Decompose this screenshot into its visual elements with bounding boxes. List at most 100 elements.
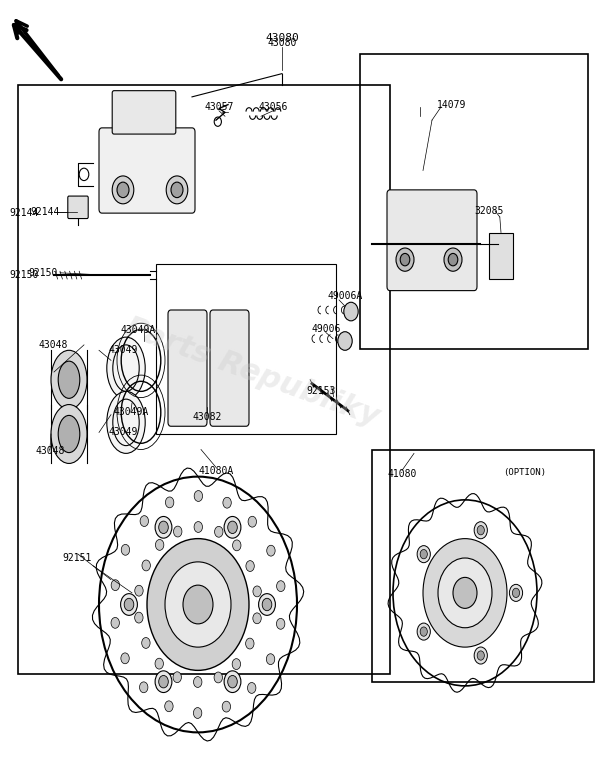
Text: 43048: 43048 [38,340,67,350]
Circle shape [396,248,414,271]
Ellipse shape [227,676,238,688]
Ellipse shape [509,584,523,601]
Ellipse shape [420,627,427,636]
Circle shape [253,613,261,624]
Bar [360,54,588,349]
Text: 43057: 43057 [205,102,233,112]
Circle shape [444,248,462,271]
Ellipse shape [262,598,272,611]
Text: 43080: 43080 [265,33,299,43]
Ellipse shape [155,671,172,693]
Ellipse shape [107,337,145,399]
Ellipse shape [58,361,80,398]
Text: 43056: 43056 [259,102,287,112]
Circle shape [173,526,182,537]
Circle shape [448,253,458,266]
Text: 92144: 92144 [31,208,59,217]
Text: 92150: 92150 [10,270,39,280]
FancyBboxPatch shape [210,310,249,426]
Ellipse shape [51,405,87,463]
Circle shape [232,659,241,670]
Text: 92144: 92144 [10,208,39,218]
Circle shape [277,618,285,629]
FancyBboxPatch shape [168,310,207,426]
Circle shape [171,182,183,198]
Circle shape [438,558,492,628]
Circle shape [134,612,143,623]
Circle shape [166,497,174,508]
Bar [156,264,336,434]
Text: 49006A: 49006A [328,291,362,301]
Ellipse shape [417,546,430,563]
Circle shape [267,546,275,556]
Circle shape [248,516,256,527]
Ellipse shape [121,594,137,615]
Circle shape [215,526,223,537]
FancyBboxPatch shape [99,128,195,213]
Ellipse shape [477,525,484,535]
Text: 41080A: 41080A [199,467,233,476]
Ellipse shape [228,521,238,533]
Ellipse shape [224,671,241,693]
Text: 14079: 14079 [437,100,466,109]
Ellipse shape [58,415,80,453]
Circle shape [194,677,202,687]
Ellipse shape [512,588,520,598]
Text: 92153: 92153 [307,387,335,396]
Ellipse shape [155,516,172,538]
Circle shape [223,498,231,508]
Circle shape [277,580,285,591]
Ellipse shape [124,598,134,611]
Circle shape [400,253,410,266]
Text: 92150: 92150 [29,268,58,277]
Circle shape [453,577,477,608]
Circle shape [233,540,241,551]
Ellipse shape [107,391,145,453]
Circle shape [111,580,119,591]
Text: 41080: 41080 [388,470,416,479]
Circle shape [142,638,150,649]
Text: 43049A: 43049A [113,408,148,417]
Text: 43082: 43082 [193,412,221,422]
Circle shape [165,701,173,711]
Circle shape [344,302,358,321]
Ellipse shape [420,549,427,559]
Text: 43080: 43080 [268,38,296,47]
Text: (OPTION): (OPTION) [503,468,547,477]
Ellipse shape [417,623,430,640]
Circle shape [112,176,134,204]
Circle shape [140,515,148,526]
FancyBboxPatch shape [387,190,477,291]
Bar [489,232,513,279]
Text: 43048: 43048 [35,446,64,456]
Circle shape [194,522,202,532]
Circle shape [173,672,181,683]
Bar [372,449,594,682]
Circle shape [194,491,203,501]
Circle shape [121,544,130,555]
Ellipse shape [158,676,168,688]
Bar [18,85,390,674]
Ellipse shape [224,516,241,538]
Circle shape [266,654,275,665]
Ellipse shape [51,350,87,409]
Text: 43049A: 43049A [121,326,155,335]
Circle shape [214,672,223,683]
Text: Parts Republiky: Parts Republiky [121,312,383,432]
Circle shape [248,683,256,694]
Circle shape [147,539,249,670]
Circle shape [423,539,507,647]
Text: 49006: 49006 [311,324,340,333]
Circle shape [121,653,129,663]
Circle shape [245,638,254,649]
Ellipse shape [474,522,487,539]
Circle shape [166,176,188,204]
Circle shape [193,708,202,718]
Ellipse shape [477,651,484,660]
Circle shape [253,586,262,597]
Circle shape [155,658,163,669]
Text: 43049: 43049 [109,346,137,355]
Text: 32085: 32085 [475,206,503,215]
Text: 92151: 92151 [62,553,91,563]
Ellipse shape [259,594,275,615]
